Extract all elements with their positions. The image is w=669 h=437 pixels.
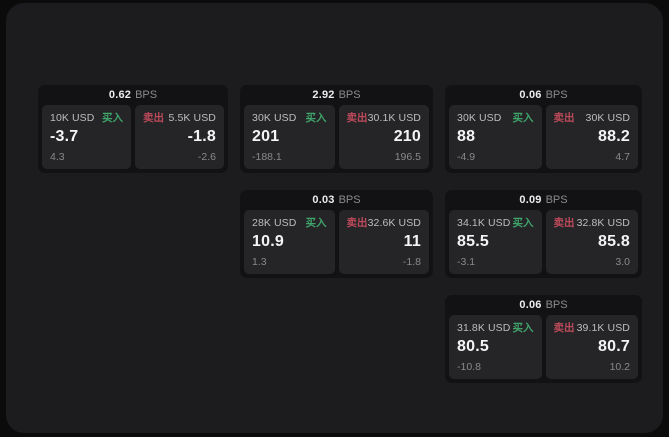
sell-price: 85.8 — [598, 233, 630, 250]
quote-tiles: 31.8K USD 买入 80.5 -10.8 卖出 39.1K USD 80.… — [449, 315, 638, 379]
sell-label: 卖出 — [346, 217, 368, 229]
buy-amount: 28K USD — [252, 217, 297, 229]
card-header: 0.06 BPS — [449, 85, 638, 105]
card-header: 0.03 BPS — [244, 190, 429, 210]
buy-change: -4.9 — [457, 151, 476, 163]
buy-price: 85.5 — [457, 233, 489, 250]
quote-card-5: 0.09 BPS 34.1K USD 买入 85.5 -3.1 卖出 32.8K… — [445, 190, 642, 278]
sell-amount: 39.1K USD — [576, 322, 630, 334]
quote-tiles: 30K USD 买入 88 -4.9 卖出 30K USD 88.2 4.7 — [449, 105, 638, 169]
sell-price: 88.2 — [598, 128, 630, 145]
quotes-panel: 0.62 BPS 10K USD 买入 -3.7 4.3 卖出 5.5K USD — [6, 3, 663, 433]
buy-price: 10.9 — [252, 233, 284, 250]
sell-quote-tile[interactable]: 卖出 30K USD 88.2 4.7 — [545, 105, 638, 169]
sell-quote-tile[interactable]: 卖出 32.8K USD 85.8 3.0 — [545, 210, 638, 274]
quote-card-3: 0.06 BPS 30K USD 买入 88 -4.9 卖出 30K USD — [445, 85, 642, 173]
sell-label: 卖出 — [553, 217, 575, 229]
card-header: 2.92 BPS — [244, 85, 429, 105]
sell-quote-tile[interactable]: 卖出 30.1K USD 210 196.5 — [338, 105, 429, 169]
sell-change: 4.7 — [615, 151, 630, 163]
sell-label: 卖出 — [346, 112, 368, 124]
sell-label: 卖出 — [553, 112, 575, 124]
quote-card-1: 0.62 BPS 10K USD 买入 -3.7 4.3 卖出 5.5K USD — [38, 85, 228, 173]
sell-change: -2.6 — [197, 151, 216, 163]
bps-value: 0.03 — [312, 194, 335, 206]
sell-amount: 5.5K USD — [168, 112, 216, 124]
buy-quote-tile[interactable]: 31.8K USD 买入 80.5 -10.8 — [449, 315, 542, 379]
sell-price: 80.7 — [598, 338, 630, 355]
buy-price: 201 — [252, 128, 280, 145]
quotes-grid: 0.62 BPS 10K USD 买入 -3.7 4.3 卖出 5.5K USD — [38, 85, 642, 383]
bps-value: 0.06 — [519, 299, 542, 311]
bps-value: 0.06 — [519, 89, 542, 101]
sell-change: 196.5 — [394, 151, 421, 163]
sell-amount: 30.1K USD — [367, 112, 421, 124]
buy-amount: 31.8K USD — [457, 322, 511, 334]
bps-unit: BPS — [338, 194, 361, 206]
buy-change: 4.3 — [50, 151, 65, 163]
bps-unit: BPS — [135, 89, 158, 101]
card-header: 0.62 BPS — [42, 85, 224, 105]
buy-amount: 30K USD — [252, 112, 297, 124]
bps-unit: BPS — [545, 89, 568, 101]
sell-quote-tile[interactable]: 卖出 5.5K USD -1.8 -2.6 — [135, 105, 224, 169]
sell-label: 卖出 — [553, 322, 575, 334]
quote-tiles: 34.1K USD 买入 85.5 -3.1 卖出 32.8K USD 85.8… — [449, 210, 638, 274]
sell-amount: 30K USD — [585, 112, 630, 124]
buy-amount: 10K USD — [50, 112, 95, 124]
buy-change: -3.1 — [457, 256, 476, 268]
sell-amount: 32.8K USD — [576, 217, 630, 229]
buy-amount: 30K USD — [457, 112, 502, 124]
sell-change: 10.2 — [609, 361, 630, 373]
sell-change: -1.8 — [402, 256, 421, 268]
buy-label: 买入 — [102, 112, 123, 124]
bps-unit: BPS — [545, 194, 568, 206]
buy-label: 买入 — [512, 322, 534, 334]
buy-quote-tile[interactable]: 30K USD 买入 201 -188.1 — [244, 105, 335, 169]
sell-price: -1.8 — [187, 128, 216, 145]
quote-card-4: 0.03 BPS 28K USD 买入 10.9 1.3 卖出 32.6K US… — [240, 190, 433, 278]
buy-quote-tile[interactable]: 34.1K USD 买入 85.5 -3.1 — [449, 210, 542, 274]
buy-label: 买入 — [512, 112, 534, 124]
card-header: 0.09 BPS — [449, 190, 638, 210]
buy-label: 买入 — [305, 217, 327, 229]
buy-change: 1.3 — [252, 256, 267, 268]
quote-tiles: 10K USD 买入 -3.7 4.3 卖出 5.5K USD -1.8 -2.… — [42, 105, 224, 169]
buy-quote-tile[interactable]: 28K USD 买入 10.9 1.3 — [244, 210, 335, 274]
buy-price: 80.5 — [457, 338, 489, 355]
sell-quote-tile[interactable]: 卖出 32.6K USD 11 -1.8 — [338, 210, 429, 274]
card-header: 0.06 BPS — [449, 295, 638, 315]
sell-change: 3.0 — [615, 256, 630, 268]
sell-quote-tile[interactable]: 卖出 39.1K USD 80.7 10.2 — [545, 315, 638, 379]
buy-quote-tile[interactable]: 10K USD 买入 -3.7 4.3 — [42, 105, 131, 169]
bps-value: 0.62 — [108, 89, 132, 101]
buy-change: -10.8 — [457, 361, 481, 373]
buy-label: 买入 — [305, 112, 327, 124]
buy-quote-tile[interactable]: 30K USD 买入 88 -4.9 — [449, 105, 542, 169]
buy-amount: 34.1K USD — [457, 217, 511, 229]
bps-unit: BPS — [338, 89, 361, 101]
bps-unit: BPS — [545, 299, 568, 311]
buy-change: -188.1 — [252, 151, 282, 163]
quote-card-6: 0.06 BPS 31.8K USD 买入 80.5 -10.8 卖出 39.1… — [445, 295, 642, 383]
buy-price: 88 — [457, 128, 476, 145]
quote-tiles: 28K USD 买入 10.9 1.3 卖出 32.6K USD 11 -1.8 — [244, 210, 429, 274]
buy-label: 买入 — [512, 217, 534, 229]
bps-value: 0.09 — [519, 194, 542, 206]
sell-price: 11 — [403, 233, 421, 250]
sell-price: 210 — [393, 128, 421, 145]
buy-price: -3.7 — [50, 128, 79, 145]
bps-value: 2.92 — [312, 89, 335, 101]
sell-label: 卖出 — [143, 112, 164, 124]
quote-tiles: 30K USD 买入 201 -188.1 卖出 30.1K USD 210 1… — [244, 105, 429, 169]
quote-card-2: 2.92 BPS 30K USD 买入 201 -188.1 卖出 30.1K … — [240, 85, 433, 173]
sell-amount: 32.6K USD — [367, 217, 421, 229]
